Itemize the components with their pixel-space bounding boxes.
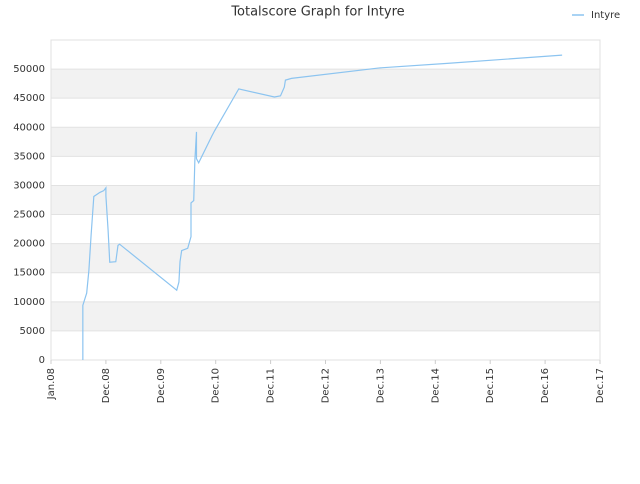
legend-label: Intyre <box>591 10 620 21</box>
plot-band <box>51 214 600 244</box>
y-tick-label: 20000 <box>13 239 45 250</box>
plot-band <box>51 272 600 302</box>
chart-title: Totalscore Graph for Intyre <box>230 5 404 20</box>
y-tick-label: 30000 <box>13 180 45 191</box>
plot-band <box>51 301 600 331</box>
x-tick-label: Dec.14 <box>430 368 441 403</box>
y-tick-label: 50000 <box>13 64 45 75</box>
x-tick-label: Dec.12 <box>321 368 332 403</box>
plot-band <box>51 185 600 215</box>
y-tick-label: 35000 <box>13 151 45 162</box>
plot-band <box>51 69 600 99</box>
x-tick-label: Dec.08 <box>101 368 112 403</box>
y-tick-label: 10000 <box>13 297 45 308</box>
x-tick-label: Dec.09 <box>156 368 167 403</box>
plot-band <box>51 98 600 128</box>
x-tick-label: Dec.17 <box>595 368 606 403</box>
y-tick-label: 15000 <box>13 268 45 279</box>
x-tick-label: Dec.11 <box>266 368 277 403</box>
plot-band <box>51 156 600 186</box>
plot-band <box>51 40 600 70</box>
plot-band <box>51 243 600 273</box>
x-tick-label: Dec.16 <box>540 368 551 403</box>
plot-band <box>51 330 600 360</box>
x-tick-label: Dec.10 <box>211 368 222 403</box>
y-tick-label: 5000 <box>20 326 45 337</box>
x-tick-label: Jan.08 <box>46 368 57 400</box>
y-tick-label: 25000 <box>13 210 45 221</box>
data-line <box>82 54 563 360</box>
plot-band <box>51 127 600 157</box>
x-tick-label: Dec.15 <box>485 368 496 403</box>
y-tick-label: 0 <box>39 355 45 366</box>
y-tick-label: 45000 <box>13 93 45 104</box>
x-tick-label: Dec.13 <box>375 368 386 403</box>
y-tick-label: 40000 <box>13 122 45 133</box>
